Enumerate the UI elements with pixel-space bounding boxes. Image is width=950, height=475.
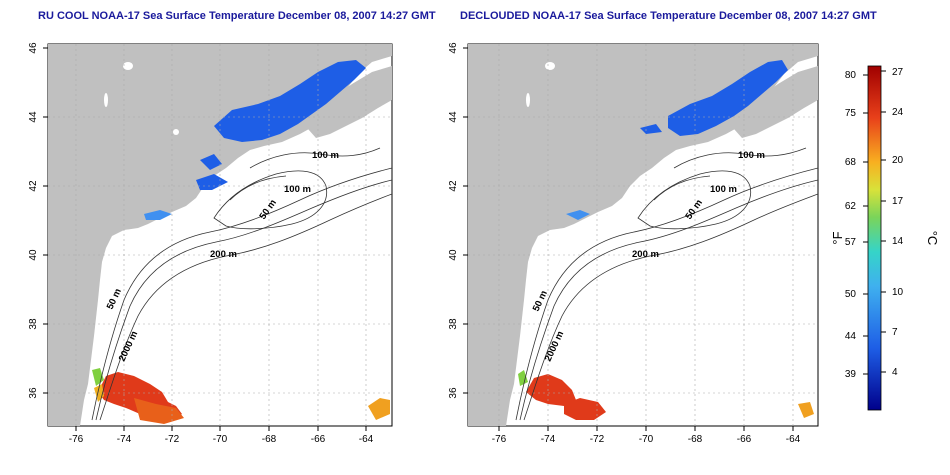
lon-tick-label: -74 bbox=[541, 434, 556, 445]
fahrenheit-tick-label: 39 bbox=[845, 369, 857, 380]
celsius-tick-label: 14 bbox=[892, 236, 904, 247]
lon-tick-label: -68 bbox=[688, 434, 703, 445]
lon-tick-label: -68 bbox=[262, 434, 277, 445]
lon-tick-label: -76 bbox=[69, 434, 84, 445]
lon-tick-label: -70 bbox=[639, 434, 654, 445]
lon-tick-label: -76 bbox=[492, 434, 507, 445]
celsius-tick-label: 20 bbox=[892, 155, 904, 166]
lat-tick-label: 38 bbox=[28, 318, 39, 330]
lat-tick-label: 42 bbox=[448, 180, 459, 192]
lat-tick-label: 36 bbox=[448, 387, 459, 399]
fahrenheit-tick-label: 68 bbox=[845, 157, 857, 168]
lon-tick-label: -72 bbox=[165, 434, 180, 445]
contour-label: 200 m bbox=[210, 249, 237, 260]
celsius-tick-label: 10 bbox=[892, 287, 904, 298]
lon-tick-label: -66 bbox=[311, 434, 326, 445]
left-map: 100 m 100 m 50 m 200 m 50 m 2000 m 46 44… bbox=[28, 42, 393, 445]
lon-tick-label: -66 bbox=[737, 434, 752, 445]
lat-tick-label: 36 bbox=[28, 387, 39, 399]
contour-label: 100 m bbox=[710, 184, 737, 195]
right-map-title: DECLOUDED NOAA-17 Sea Surface Temperatur… bbox=[460, 10, 877, 22]
lon-tick-label: -72 bbox=[590, 434, 605, 445]
fahrenheit-tick-label: 44 bbox=[845, 331, 857, 342]
lon-tick-label: -64 bbox=[359, 434, 374, 445]
lon-tick-label: -64 bbox=[786, 434, 801, 445]
fahrenheit-tick-label: 50 bbox=[845, 289, 857, 300]
celsius-tick-label: 4 bbox=[892, 367, 898, 378]
temperature-colorbar: 80 75 68 62 57 50 44 39 27 24 20 17 14 1… bbox=[830, 65, 940, 411]
celsius-unit-label: °C bbox=[925, 231, 940, 246]
fahrenheit-tick-label: 62 bbox=[845, 201, 857, 212]
land-mass bbox=[468, 44, 818, 426]
lat-tick-label: 46 bbox=[28, 42, 39, 54]
contour-label: 100 m bbox=[312, 150, 339, 161]
lon-tick-label: -70 bbox=[213, 434, 228, 445]
fahrenheit-tick-label: 75 bbox=[845, 108, 857, 119]
bathymetry-contours bbox=[91, 147, 392, 421]
contour-label: 200 m bbox=[632, 249, 659, 260]
land-mass bbox=[48, 44, 392, 426]
celsius-tick-label: 27 bbox=[892, 67, 904, 78]
contour-label: 100 m bbox=[284, 184, 311, 195]
lon-tick-label: -74 bbox=[117, 434, 132, 445]
celsius-tick-label: 17 bbox=[892, 196, 904, 207]
warm-sst-gulf-stream bbox=[526, 374, 576, 406]
cold-sst-gulf-of-maine bbox=[214, 60, 366, 142]
bathymetry-contours bbox=[515, 147, 818, 421]
lat-tick-label: 40 bbox=[448, 249, 459, 261]
left-map-title: RU COOL NOAA-17 Sea Surface Temperature … bbox=[38, 10, 436, 22]
fahrenheit-tick-label: 57 bbox=[845, 237, 857, 248]
right-map: 100 m 100 m 50 m 200 m 50 m 2000 m 46 44… bbox=[448, 42, 819, 445]
celsius-tick-label: 7 bbox=[892, 327, 898, 338]
lat-tick-label: 40 bbox=[28, 249, 39, 261]
lat-tick-label: 42 bbox=[28, 180, 39, 192]
land-nova-scotia bbox=[726, 66, 818, 138]
colorbar-gradient bbox=[867, 65, 882, 411]
land-nova-scotia bbox=[300, 66, 392, 138]
fahrenheit-unit-label: °F bbox=[830, 231, 845, 244]
celsius-tick-label: 24 bbox=[892, 107, 904, 118]
contour-label: 100 m bbox=[738, 150, 765, 161]
fahrenheit-tick-label: 80 bbox=[845, 70, 857, 81]
lat-tick-label: 46 bbox=[448, 42, 459, 54]
lat-tick-label: 38 bbox=[448, 318, 459, 330]
lat-tick-label: 44 bbox=[28, 111, 39, 123]
lat-tick-label: 44 bbox=[448, 111, 459, 123]
